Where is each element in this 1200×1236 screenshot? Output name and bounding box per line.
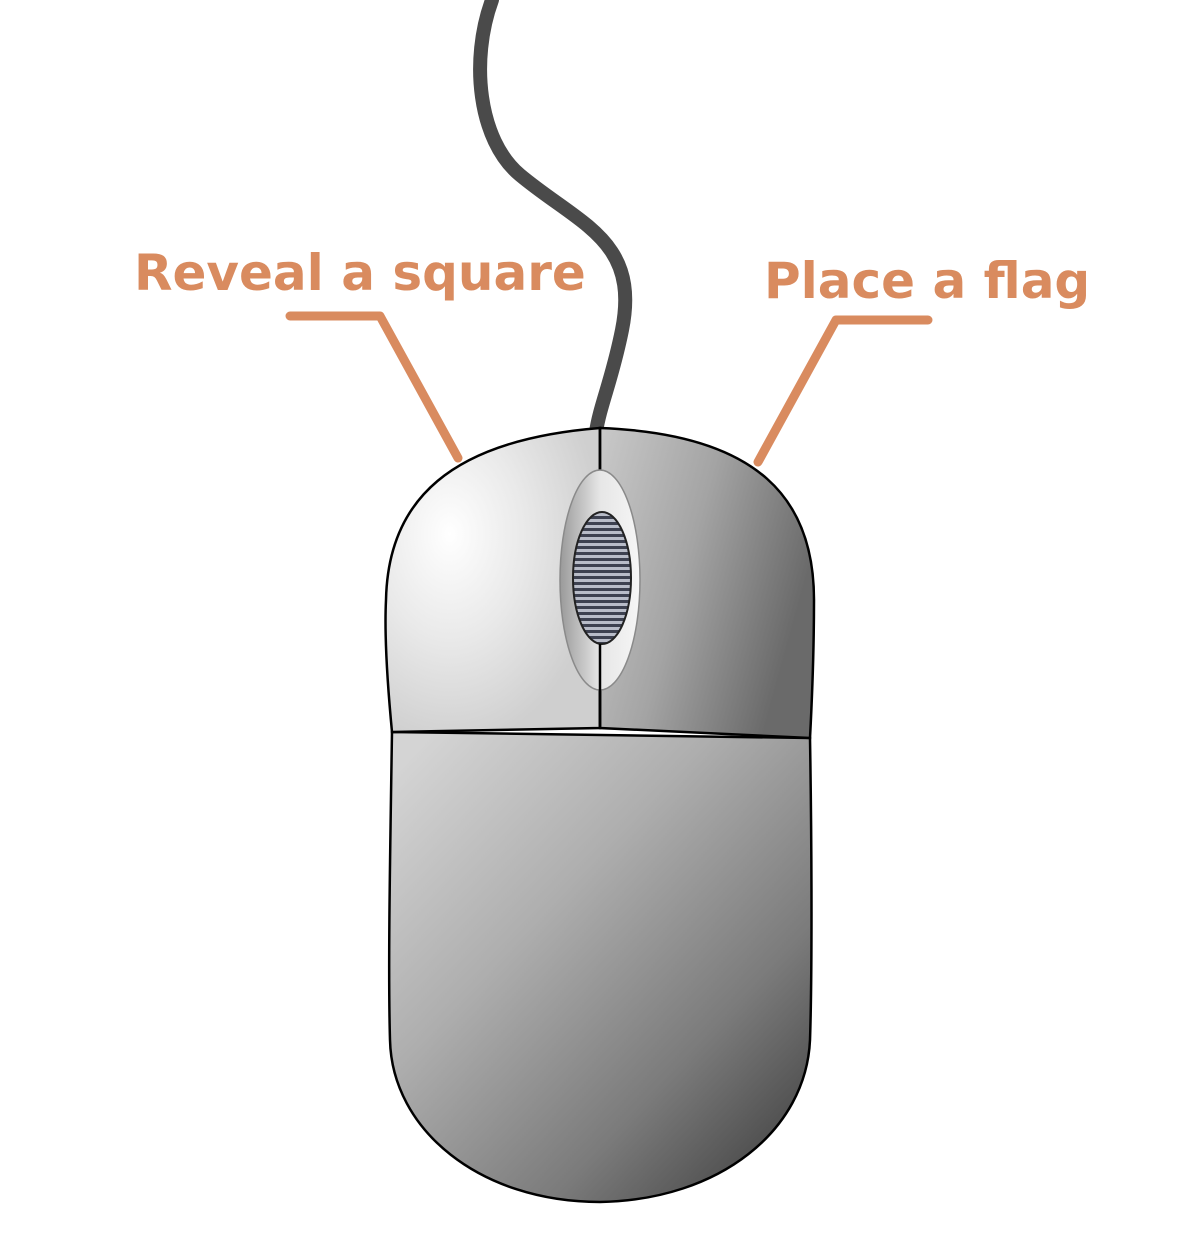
left-callout-line: [285, 311, 463, 463]
mouse-body: [387, 730, 813, 1204]
mouse-cable: [473, 0, 633, 439]
right-button-label: Place a flag: [764, 252, 1090, 310]
scroll-wheel-icon[interactable]: [572, 511, 632, 645]
left-mouse-button[interactable]: [384, 426, 602, 734]
left-button-label: Reveal a square: [134, 244, 586, 302]
right-mouse-button[interactable]: [598, 426, 816, 740]
right-callout-line: [753, 315, 933, 467]
